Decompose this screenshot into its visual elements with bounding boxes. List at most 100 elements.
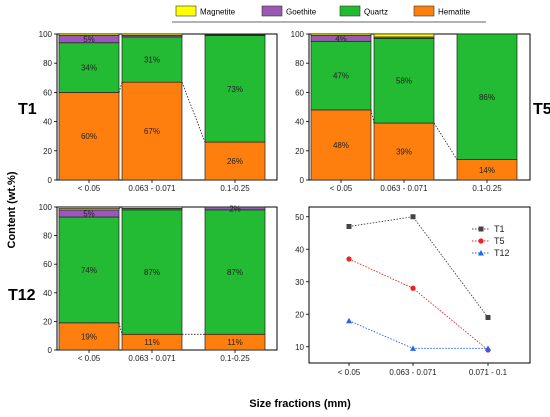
connector-hematite-t5-1 xyxy=(433,122,458,160)
bar-t12-goethite-2 xyxy=(204,206,266,211)
bar-t12-magnetite-0 xyxy=(58,208,120,211)
y-tick-label-line-50: 50 xyxy=(295,213,304,222)
bar-t12-quartz-0 xyxy=(58,216,120,324)
y-tick-label-t1-0: 0 xyxy=(48,176,53,185)
bar-label-t5-hematite-1: 39% xyxy=(396,148,412,157)
x-tick-label-line-0: < 0.05 xyxy=(338,368,361,377)
bar-t1-magnetite-0 xyxy=(58,33,120,36)
legend-swatch-quartz xyxy=(339,5,361,17)
bar-t5-magnetite-0 xyxy=(310,33,372,36)
bar-t1-quartz-0 xyxy=(58,42,120,93)
bar-t1-quartz-2 xyxy=(204,35,266,143)
y-tick-label-t5-80: 80 xyxy=(295,59,304,68)
legend-label-magnetite: Magnetite xyxy=(200,8,236,17)
x-tick-label-line-2: 0.071 - 0.1 xyxy=(469,368,508,377)
y-tick-label-t12-20: 20 xyxy=(43,317,52,326)
bar-label-t5-quartz-1: 58% xyxy=(396,77,412,86)
y-tick-label-t5-60: 60 xyxy=(295,88,304,97)
bar-label-t5-hematite-2: 14% xyxy=(479,166,495,175)
legend-label-quartz: Quartz xyxy=(364,8,388,17)
bar-label-t12-quartz-0: 74% xyxy=(81,266,97,275)
bar-label-t1-hematite-0: 60% xyxy=(81,132,97,141)
bar-panel-t5: 0 20 40 60 80 100 48% 47% 4% < 0.05 39% 58% 0.063 - … xyxy=(291,30,550,193)
bar-panel-t1: 0 20 40 60 80 100 60% 34% 5% < 0.05 67% 31% 0.063 - … xyxy=(18,30,278,193)
connector-hematite-t5-0 xyxy=(370,109,375,124)
connector-hematite-t1-1 xyxy=(181,82,206,143)
connector-top-t12-0 xyxy=(118,206,123,209)
y-tick-label-t1-80: 80 xyxy=(43,59,52,68)
line-legend-label-t1: T1 xyxy=(494,224,505,234)
bar-label-t1-quartz-2: 73% xyxy=(227,85,243,94)
bar-t1-hematite-1 xyxy=(121,81,183,181)
y-tick-label-t5-0: 0 xyxy=(300,176,305,185)
y-tick-label-t12-100: 100 xyxy=(39,203,53,212)
bar-panel-t12: 0 20 40 60 80 100 19% 74% 5% < 0.05 11% 87% 0.063 - … xyxy=(8,203,278,363)
legend-swatch-goethite xyxy=(261,5,283,17)
marker-t1-0 xyxy=(346,224,352,229)
bar-label-t1-goethite-0: 5% xyxy=(83,35,95,44)
bar-t5-magnetite-1 xyxy=(373,33,435,38)
bar-t12-quartz-1 xyxy=(121,209,183,335)
y-tick-label-line-40: 40 xyxy=(295,245,304,254)
bar-t1-hematite-2 xyxy=(204,141,266,181)
legend-label-hematite: Hematite xyxy=(438,8,471,17)
marker-t5-0 xyxy=(346,256,352,262)
y-tick-label-line-20: 20 xyxy=(295,310,304,319)
x-tick-label-t1-1: 0.063 - 0.071 xyxy=(128,184,176,193)
bar-label-t12-hematite-0: 19% xyxy=(81,332,97,341)
y-axis-title: Content (wt.%) xyxy=(6,171,18,248)
bar-label-t12-hematite-1: 11% xyxy=(144,338,159,347)
bar-label-t1-quartz-1: 31% xyxy=(144,56,160,65)
line-legend-marker-t5 xyxy=(478,238,484,244)
connector-hematite-t12-0 xyxy=(118,322,123,335)
x-tick-label-line-1: 0.063 - 0.071 xyxy=(389,368,437,377)
bar-label-t5-quartz-2: 86% xyxy=(479,93,495,102)
bar-label-t1-hematite-2: 26% xyxy=(227,157,243,166)
x-tick-label-t5-0: < 0.05 xyxy=(330,184,353,193)
marker-t12-2 xyxy=(485,345,491,351)
bar-t5-hematite-0 xyxy=(310,109,372,181)
line-panel: 10 20 30 40 50 < 0.05 0.063 - 0.071 0.071 - 0.1… xyxy=(295,206,531,377)
y-tick-label-t1-60: 60 xyxy=(43,88,52,97)
bar-t1-magnetite-2 xyxy=(204,33,266,36)
marker-t1-1 xyxy=(410,214,416,220)
x-tick-label-t5-1: 0.063 - 0.071 xyxy=(380,184,428,193)
bar-label-t1-hematite-1: 67% xyxy=(144,127,160,136)
x-tick-label-t1-0: < 0.05 xyxy=(78,184,101,193)
y-tick-label-t12-80: 80 xyxy=(43,232,52,241)
x-tick-label-t12-1: 0.063 - 0.071 xyxy=(128,354,176,363)
bar-t1-quartz-1 xyxy=(121,36,183,83)
bar-label-t1-quartz-0: 34% xyxy=(81,64,97,73)
x-tick-label-t1-2: 0.1-0.25 xyxy=(220,184,250,193)
x-tick-label-t12-0: < 0.05 xyxy=(78,354,101,363)
x-tick-label-t5-2: 0.1-0.25 xyxy=(472,184,502,193)
bar-t12-magnetite-1 xyxy=(121,206,183,209)
x-axis-title: Size fractions (mm) xyxy=(249,398,351,410)
bar-label-t12-quartz-1: 87% xyxy=(144,268,160,277)
bar-label-t5-hematite-0: 48% xyxy=(333,141,349,150)
y-tick-label-t12-60: 60 xyxy=(43,260,52,269)
x-tick-label-t12-2: 0.1-0.25 xyxy=(220,354,250,363)
marker-t5-1 xyxy=(410,285,416,291)
bar-label-t12-goethite-0: 5% xyxy=(83,209,95,218)
bar-label-t5-quartz-0: 47% xyxy=(333,72,349,81)
legend-swatch-magnetite xyxy=(175,5,197,17)
y-tick-label-t5-100: 100 xyxy=(291,30,305,39)
marker-t12-0 xyxy=(346,317,352,324)
line-legend-label-t12: T12 xyxy=(494,248,510,258)
bar-t1-magnetite-1 xyxy=(121,33,183,36)
sample-label-t12: T12 xyxy=(8,287,36,304)
mineral-legend: Magnetite Goethite Quartz Hematite xyxy=(172,5,486,23)
bar-label-t12-quartz-2: 87% xyxy=(227,268,243,277)
line-t12 xyxy=(348,320,488,349)
marker-t12-1 xyxy=(410,345,416,351)
legend-swatch-hematite xyxy=(413,5,435,17)
y-tick-label-t12-40: 40 xyxy=(43,289,52,298)
bar-t5-quartz-1 xyxy=(373,38,435,124)
line-t5 xyxy=(348,258,489,351)
bar-label-t5-goethite-0: 4% xyxy=(335,34,347,43)
y-tick-label-t1-100: 100 xyxy=(39,30,53,39)
marker-t1-2 xyxy=(485,315,491,320)
bar-t5-hematite-1 xyxy=(373,122,435,181)
plot-frame-line xyxy=(308,206,531,364)
